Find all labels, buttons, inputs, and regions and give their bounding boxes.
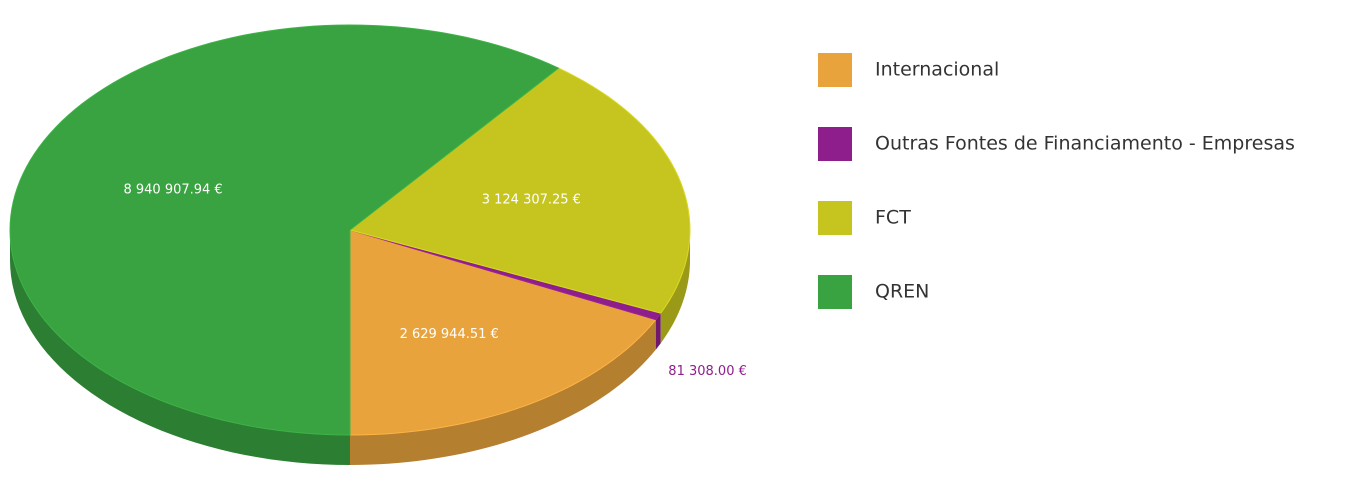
pie-slice bbox=[348, 67, 691, 314]
value-label: 81 308.00 € bbox=[668, 364, 747, 379]
legend: Internacional Outras Fontes de Financiame… bbox=[818, 53, 1295, 309]
value-label: 2 629 944.51 € bbox=[400, 327, 499, 342]
legend-swatch bbox=[818, 201, 852, 235]
slice-side bbox=[10, 230, 350, 465]
pie-slice bbox=[9, 24, 560, 436]
legend-label: Internacional bbox=[875, 59, 999, 81]
slice-side bbox=[350, 319, 656, 465]
legend-label: Outras Fontes de Financiamento - Empresa… bbox=[875, 133, 1295, 155]
legend-label: FCT bbox=[875, 207, 911, 229]
value-label: 3 124 307.25 € bbox=[482, 193, 581, 208]
legend-swatch bbox=[818, 275, 852, 309]
value-label: 8 940 907.94 € bbox=[123, 183, 222, 198]
pie-slice bbox=[349, 229, 657, 436]
slice-side bbox=[660, 230, 690, 344]
legend-swatch bbox=[818, 127, 852, 161]
legend-swatch bbox=[818, 53, 852, 87]
slice-side bbox=[655, 313, 661, 350]
legend-label: QREN bbox=[875, 281, 929, 303]
